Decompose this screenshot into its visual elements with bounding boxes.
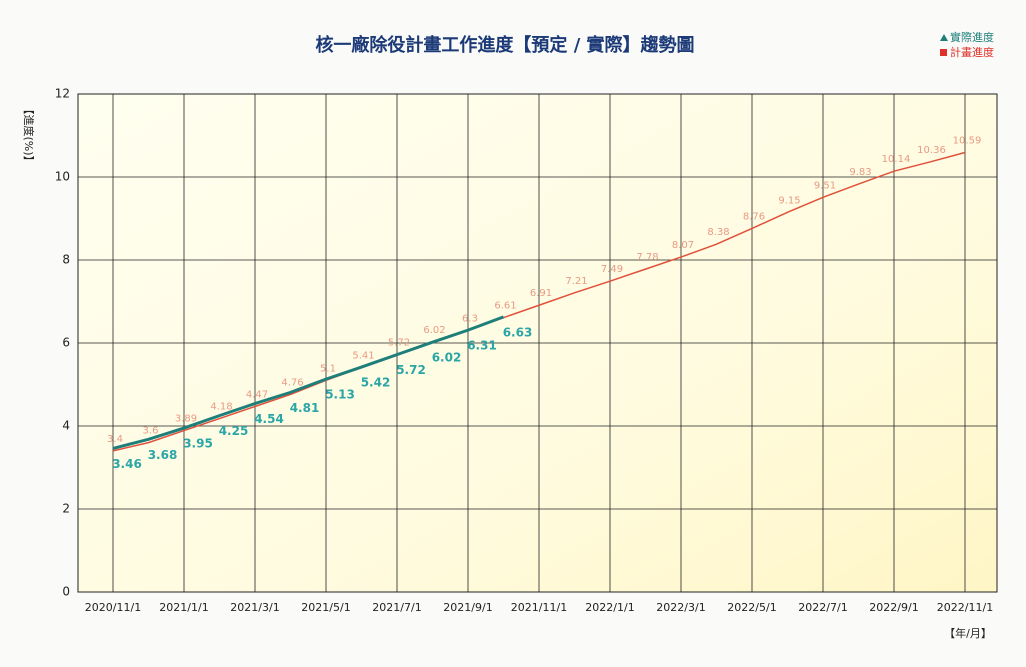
data-label: 5.72 bbox=[388, 338, 410, 349]
x-tick-label: 2022/7/1 bbox=[798, 601, 847, 614]
data-label: 10.36 bbox=[917, 145, 946, 156]
data-label: 6.3 bbox=[462, 314, 478, 325]
data-label: 6.91 bbox=[530, 288, 552, 299]
y-tick-label: 2 bbox=[62, 502, 70, 516]
plot-border bbox=[77, 93, 998, 593]
data-label: 4.54 bbox=[254, 412, 284, 426]
data-label: 5.72 bbox=[396, 363, 426, 377]
x-tick-label: 2022/1/1 bbox=[585, 601, 634, 614]
data-label: 3.89 bbox=[175, 414, 197, 425]
data-label: 9.15 bbox=[778, 195, 800, 206]
x-tick-label: 2021/3/1 bbox=[230, 601, 279, 614]
data-label: 3.6 bbox=[143, 426, 159, 437]
x-tick-label: 2020/11/1 bbox=[85, 601, 141, 614]
data-label: 6.31 bbox=[467, 339, 497, 353]
x-tick-label: 2021/9/1 bbox=[443, 601, 492, 614]
data-label: 3.46 bbox=[112, 457, 142, 471]
x-tick-label: 2021/11/1 bbox=[511, 601, 567, 614]
legend-symbol bbox=[940, 34, 948, 41]
data-label: 4.47 bbox=[246, 389, 268, 400]
y-tick-label: 6 bbox=[62, 336, 70, 350]
series-line bbox=[112, 151, 966, 452]
data-label: 8.76 bbox=[743, 211, 765, 222]
x-tick-label: 2022/11/1 bbox=[937, 601, 993, 614]
x-tick-label: 2021/5/1 bbox=[301, 601, 350, 614]
x-tick-label: 2022/5/1 bbox=[727, 601, 776, 614]
data-label: 5.1 bbox=[320, 363, 336, 374]
x-tick-label: 2022/9/1 bbox=[869, 601, 918, 614]
data-label: 9.51 bbox=[814, 180, 836, 191]
y-axis-label: 【進度(%)】 bbox=[22, 103, 36, 166]
data-label: 4.76 bbox=[281, 377, 303, 388]
data-label: 4.18 bbox=[210, 402, 232, 413]
data-label: 3.95 bbox=[183, 437, 213, 451]
data-label: 4.81 bbox=[290, 401, 320, 415]
data-label: 3.68 bbox=[148, 448, 178, 462]
data-label: 9.83 bbox=[849, 167, 871, 178]
data-label: 6.02 bbox=[432, 351, 462, 365]
data-label: 8.07 bbox=[672, 240, 694, 251]
data-label: 6.61 bbox=[494, 301, 516, 312]
x-axis-label: 【年/月】 bbox=[944, 626, 992, 640]
y-tick-label: 12 bbox=[55, 87, 70, 101]
y-tick-label: 10 bbox=[55, 170, 70, 184]
x-tick-label: 2022/3/1 bbox=[656, 601, 705, 614]
y-tick-label: 4 bbox=[62, 419, 70, 433]
data-label: 5.13 bbox=[325, 388, 355, 402]
data-label: 7.21 bbox=[565, 276, 587, 287]
data-label: 8.38 bbox=[707, 227, 729, 238]
data-label: 5.41 bbox=[352, 350, 374, 361]
y-tick-label: 0 bbox=[62, 585, 70, 599]
series-line bbox=[112, 315, 505, 450]
data-label: 3.4 bbox=[107, 434, 123, 445]
chart-title: 核一廠除役計畫工作進度【預定 / 實際】趨勢圖 bbox=[315, 34, 694, 56]
data-label: 4.25 bbox=[219, 424, 249, 438]
legend-label: 計畫進度 bbox=[950, 45, 994, 59]
x-tick-label: 2021/7/1 bbox=[372, 601, 421, 614]
legend-label: 實際進度 bbox=[950, 30, 994, 44]
data-label: 10.14 bbox=[882, 154, 911, 165]
data-label: 7.49 bbox=[601, 264, 623, 275]
legend-symbol bbox=[940, 49, 947, 56]
x-tick-label: 2021/1/1 bbox=[159, 601, 208, 614]
data-label: 7.78 bbox=[636, 252, 658, 263]
data-label: 6.02 bbox=[423, 325, 445, 336]
data-label: 5.42 bbox=[361, 376, 391, 390]
data-label: 6.63 bbox=[503, 325, 533, 339]
data-label: 10.59 bbox=[953, 136, 982, 147]
y-tick-label: 8 bbox=[62, 253, 70, 267]
